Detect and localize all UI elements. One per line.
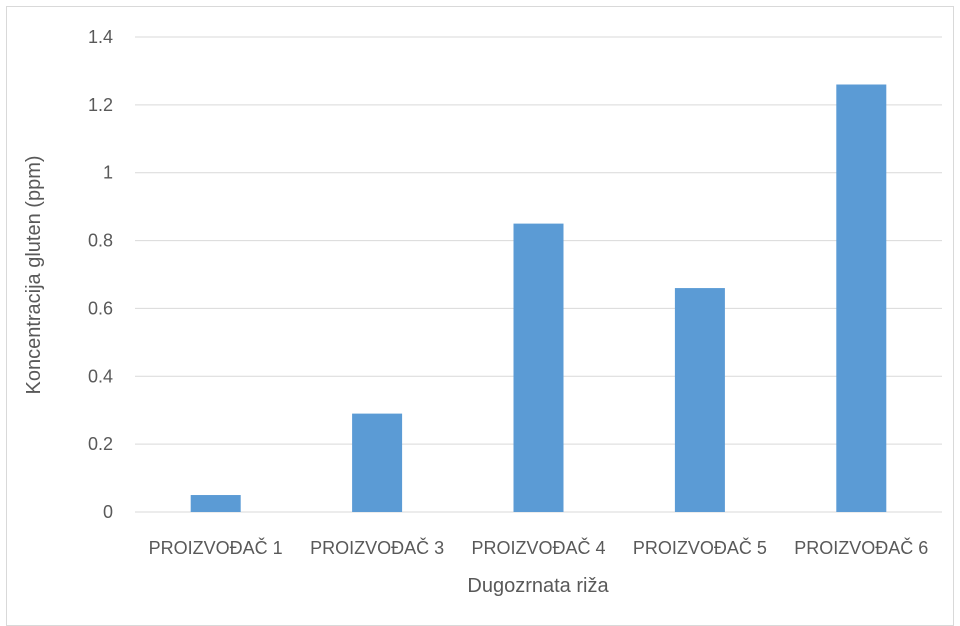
y-tick-label: 0.8 [88,231,113,251]
x-axis-label: Dugozrnata riža [467,575,609,597]
y-tick-label: 0.2 [88,434,113,454]
y-tick-label: 1 [103,163,113,183]
y-tick-label: 0.4 [88,366,113,386]
x-tick-labels: PROIZVOĐAČ 1 PROIZVOĐAČ 3 PROIZVOĐAČ 4 PROI… [149,537,929,558]
x-tick-label: PROIZVOĐAČ 1 [149,537,283,558]
bar [836,84,887,512]
y-axis-label: Koncentracija gluten (ppm) [23,155,45,394]
x-tick-label: PROIZVOĐAČ 6 [794,537,928,558]
y-tick-label: 1.4 [88,27,113,47]
y-tick-label: 1.2 [88,95,113,115]
bar [190,495,241,512]
x-tick-label: PROIZVOĐAČ 5 [633,537,767,558]
bar [674,288,725,512]
chart-frame [6,6,954,626]
y-tick-label: 0 [103,502,113,522]
x-tick-label: PROIZVOĐAČ 4 [471,537,605,558]
y-tick-labels: 0 0.2 0.4 0.6 0.8 1 1.2 1.4 [88,27,113,522]
bars [190,84,887,512]
bar [352,413,403,512]
y-tick-label: 0.6 [88,298,113,318]
bar [513,223,564,512]
x-tick-label: PROIZVOĐAČ 3 [310,537,444,558]
